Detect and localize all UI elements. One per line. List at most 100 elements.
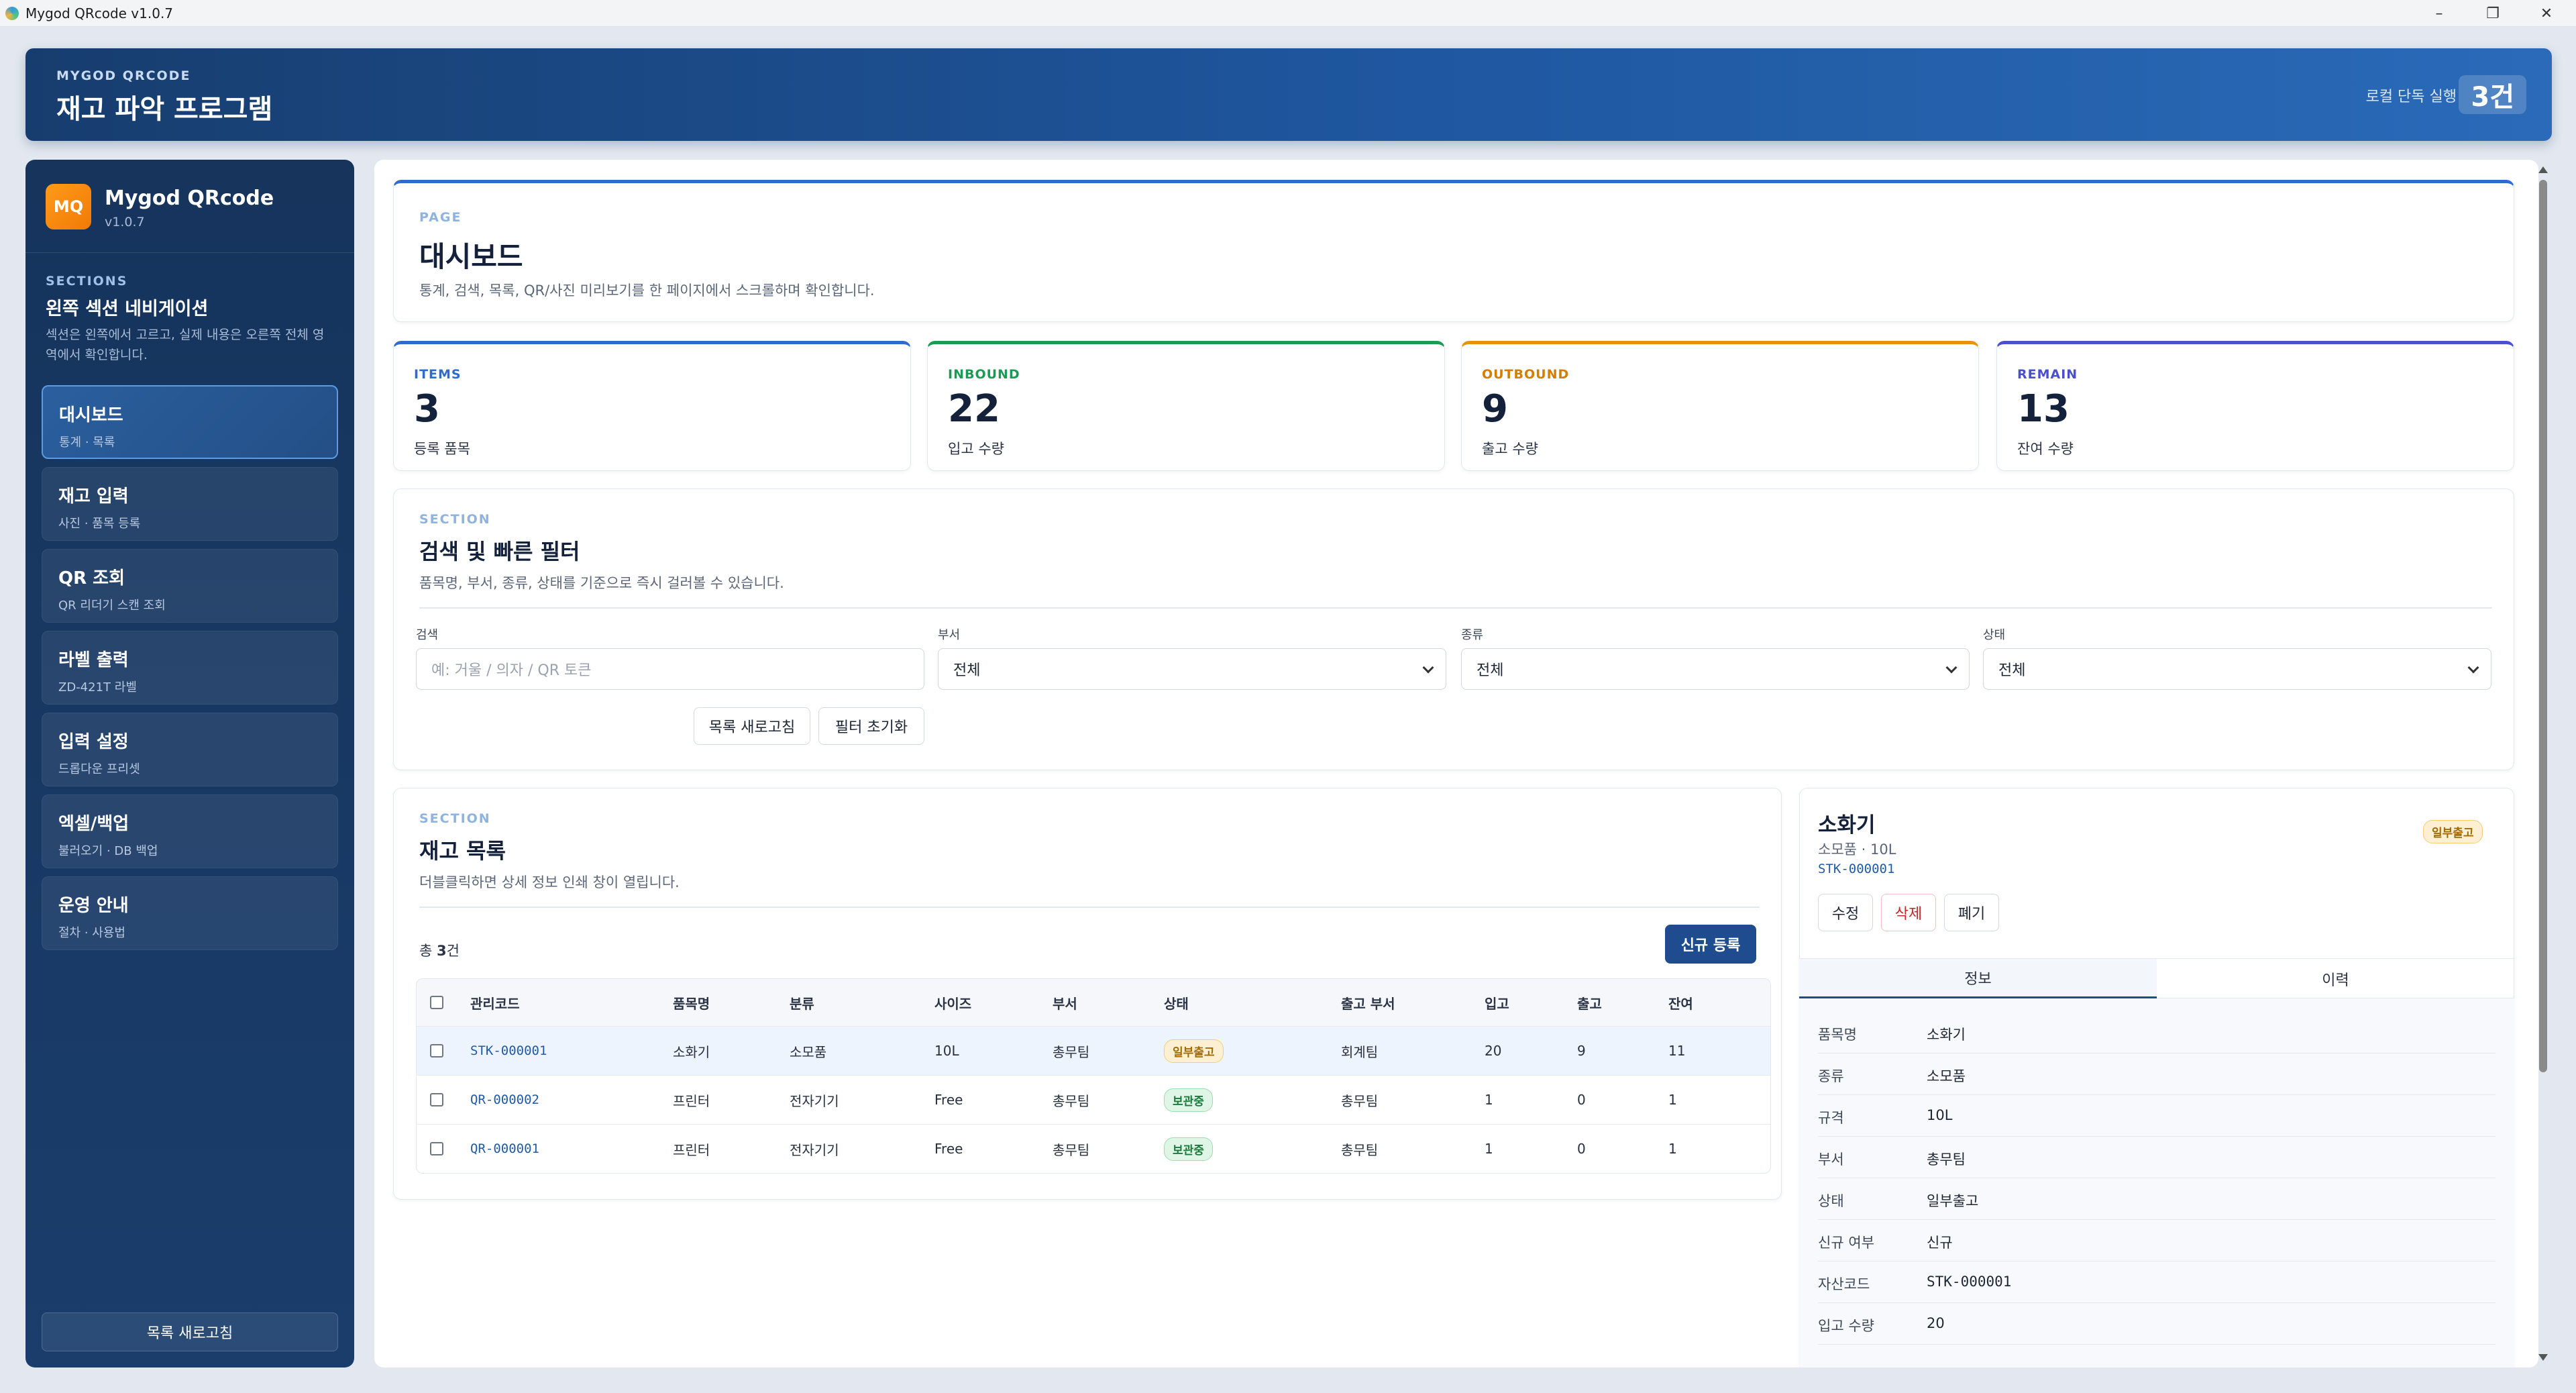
column-header[interactable]: 관리코드 [470,995,520,1012]
dispose-button[interactable]: 폐기 [1944,894,1999,931]
cell-remain: 1 [1668,1092,1677,1108]
scroll-thumb[interactable] [2539,180,2547,1072]
info-key: 입고 수량 [1818,1318,1874,1334]
stat-label: 입고 수량 [948,441,1004,457]
type-select[interactable]: 전체 [1461,648,1970,690]
new-item-button[interactable]: 신규 등록 [1665,925,1756,964]
stat-kicker: REMAIN [2017,367,2078,382]
cell-out: 0 [1577,1092,1586,1108]
status-select[interactable]: 전체 [1983,648,2491,690]
info-value: 총무팀 [1927,1151,1966,1168]
sidebar-item-label: 라벨 출력 [58,650,129,670]
brand-name: Mygod QRcode [105,187,274,210]
section-title: 재고 목록 [419,838,506,864]
sidebar-item-label: 엑셀/백업 [58,814,129,834]
cell-code: STK-000001 [470,1043,547,1058]
section-divider [419,907,1760,908]
app-header: MYGOD QRCODE 재고 파악 프로그램 로컬 단독 실행 3건 [25,48,2552,141]
info-row: 종류 소모품 [1818,1053,2496,1095]
dept-select[interactable]: 전체 [938,648,1446,690]
info-key: 규격 [1818,1110,1844,1126]
restore-icon[interactable]: ❐ [2486,5,2500,22]
stat-value: 22 [948,387,1000,431]
column-header[interactable]: 잔여 [1668,995,1693,1012]
column-header[interactable]: 출고 부서 [1341,995,1395,1012]
row-checkbox[interactable] [430,1093,443,1106]
sections-description: 섹션은 왼쪽에서 고르고, 실제 내용은 오른쪽 전체 영역에서 확인합니다. [46,327,325,362]
detail-item-sub: 소모품 · 10L [1818,841,1896,858]
status-badge: 보관중 [1164,1137,1213,1161]
section-kicker: SECTION [419,811,491,826]
select-all-checkbox[interactable] [430,996,443,1009]
cell-out-dept: 회계팀 [1341,1043,1379,1060]
inventory-table: 관리코드 품목명 분류 사이즈 부서 상태 출고 부서 입고 출고 잔여 STK… [416,978,1771,1174]
run-mode-label: 로컬 단독 실행 [2365,89,2457,105]
stat-label: 출고 수량 [1482,441,1538,457]
info-value: 10L [1927,1107,1953,1123]
sidebar-item-sublabel: QR 리더기 스캔 조회 [58,599,166,613]
select-all-cell [430,979,443,1026]
column-header[interactable]: 입고 [1485,995,1509,1012]
table-row[interactable]: STK-000001 소화기 소모품 10L 총무팀 일부출고 회계팀 20 9… [417,1026,1770,1075]
sidebar-item-dashboard[interactable]: 대시보드 통계 · 목록 [42,385,338,459]
info-row: 자산코드 STK-000001 [1818,1261,2496,1303]
column-header[interactable]: 부서 [1053,995,1077,1012]
total-count: 총 3건 [419,940,460,960]
sidebar-nav: 대시보드 통계 · 목록 재고 입력 사진 · 품목 등록 QR 조회 QR 리… [42,385,338,958]
stat-label: 잔여 수량 [2017,441,2074,457]
tab-info[interactable]: 정보 [1799,959,2157,999]
table-row[interactable]: QR-000002 프린터 전자기기 Free 총무팀 보관중 총무팀 1 0 … [417,1075,1770,1124]
column-header[interactable]: 사이즈 [934,995,972,1012]
stat-card-remain: REMAIN 13 잔여 수량 [1996,341,2514,471]
sidebar-item-sublabel: 통계 · 목록 [59,435,115,450]
list-refresh-button[interactable]: 목록 새로고침 [694,707,810,745]
chevron-down-icon [1422,662,1434,674]
info-value: 소화기 [1927,1027,1966,1043]
dept-select-value: 전체 [953,662,981,679]
sidebar-item-guide[interactable]: 운영 안내 절차 · 사용법 [42,876,338,950]
filter-reset-button[interactable]: 필터 초기화 [818,707,924,745]
edit-button[interactable]: 수정 [1818,894,1873,931]
page-kicker: PAGE [419,210,462,225]
detail-item-name: 소화기 [1818,813,1876,837]
delete-button[interactable]: 삭제 [1881,894,1936,931]
minimize-icon[interactable]: – [2435,5,2443,22]
sidebar-refresh-button[interactable]: 목록 새로고침 [42,1312,338,1351]
table-row[interactable]: QR-000001 프린터 전자기기 Free 총무팀 보관중 총무팀 1 0 … [417,1124,1770,1173]
main-content: PAGE 대시보드 통계, 검색, 목록, QR/사진 미리보기를 한 페이지에… [374,160,2538,1368]
sidebar-item-excel-backup[interactable]: 엑셀/백업 불러오기 · DB 백업 [42,794,338,868]
row-checkbox[interactable] [430,1142,443,1155]
scroll-up-icon[interactable] [2538,166,2548,173]
row-checkbox[interactable] [430,1044,443,1057]
close-icon[interactable]: ✕ [2540,5,2553,22]
main-scrollbar[interactable] [2534,160,2552,1368]
sidebar-item-input-settings[interactable]: 입력 설정 드롭다운 프리셋 [42,713,338,786]
sidebar-item-label-print[interactable]: 라벨 출력 ZD-421T 라벨 [42,631,338,705]
type-label: 종류 [1461,628,1484,642]
stat-card-outbound: OUTBOUND 9 출고 수량 [1461,341,1979,471]
column-header[interactable]: 분류 [790,995,814,1012]
column-header[interactable]: 출고 [1577,995,1602,1012]
cell-in: 1 [1485,1141,1493,1157]
search-input[interactable]: 예: 거울 / 의자 / QR 토큰 [416,648,924,690]
column-header[interactable]: 상태 [1164,995,1189,1012]
page-description: 통계, 검색, 목록, QR/사진 미리보기를 한 페이지에서 스크롤하며 확인… [419,282,875,299]
cell-out-dept: 총무팀 [1341,1092,1379,1109]
tab-history[interactable]: 이력 [2322,972,2349,989]
section-description: 더블클릭하면 상세 정보 인쇄 창이 열립니다. [419,874,680,890]
info-key: 종류 [1818,1068,1844,1084]
info-row: 부서 총무팀 [1818,1137,2496,1178]
cell-out: 0 [1577,1141,1586,1157]
scroll-down-icon[interactable] [2538,1354,2548,1361]
detail-tabs: 정보 이력 [1799,958,2514,999]
stat-value: 9 [1482,387,1508,431]
sections-title: 왼쪽 섹션 네비게이션 [46,299,209,319]
sidebar-item-stock-input[interactable]: 재고 입력 사진 · 품목 등록 [42,467,338,541]
cell-out: 9 [1577,1043,1586,1059]
column-header[interactable]: 품목명 [673,995,710,1012]
window-titlebar: Mygod QRcode v1.0.7 – ❐ ✕ [0,0,2576,27]
cell-dept: 총무팀 [1053,1092,1090,1109]
sidebar-item-qr-lookup[interactable]: QR 조회 QR 리더기 스캔 조회 [42,549,338,623]
window-title: Mygod QRcode v1.0.7 [25,5,174,21]
info-row: 품목명 소화기 [1818,1012,2496,1053]
